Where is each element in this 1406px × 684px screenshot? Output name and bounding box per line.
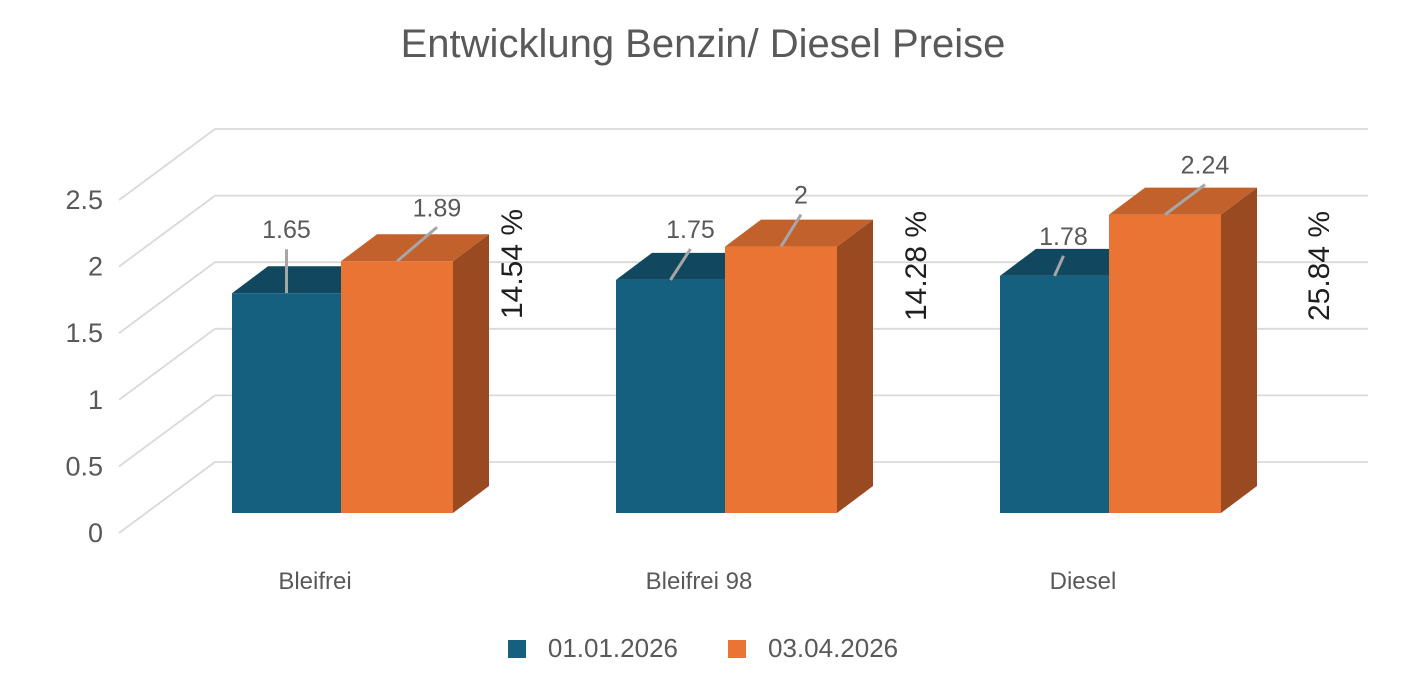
gridline <box>118 128 1368 201</box>
gridline <box>118 327 1368 401</box>
legend-item-series1[interactable]: 01.01.2026 <box>507 633 678 664</box>
leader-line <box>1053 255 1065 277</box>
bar-bleifrei-series2-front-face[interactable] <box>341 261 453 513</box>
bar-diesel-series2-side-face[interactable] <box>1221 187 1257 513</box>
leader-line <box>779 213 803 248</box>
data-label-series1: 1.78 <box>1039 223 1088 251</box>
chart-title: Entwicklung Benzin/ Diesel Preise <box>400 22 1006 66</box>
bar-bleifrei-98-series2-side-face[interactable] <box>837 219 873 513</box>
y-axis-tick-label: 2 <box>88 252 103 282</box>
legend-label-series2: 03.04.2026 <box>768 633 899 663</box>
leader-line <box>396 226 438 263</box>
percent-change-label: 14.28 % <box>900 211 933 321</box>
data-label-series2: 1.89 <box>413 194 462 222</box>
x-axis-category-label: Bleifrei 98 <box>646 568 753 595</box>
data-label-series2: 2 <box>794 182 808 210</box>
percent-change-label: 25.84 % <box>1303 211 1336 321</box>
data-label-series1: 1.75 <box>666 216 715 244</box>
bar-bleifrei-series2-side-face[interactable] <box>453 234 489 513</box>
legend: 01.01.2026 03.04.2026 <box>0 633 1406 664</box>
x-axis-category-label: Bleifrei <box>278 568 351 595</box>
y-axis-tick-label: 2.5 <box>65 185 103 215</box>
y-axis-tick-label: 0 <box>88 518 103 548</box>
data-label-series2: 2.24 <box>1181 152 1230 180</box>
bar-bleifrei-98-series1-top-face[interactable] <box>616 252 761 280</box>
legend-item-series2[interactable]: 03.04.2026 <box>728 633 898 664</box>
bar-bleifrei-98-series2-front-face[interactable] <box>725 246 837 513</box>
gridline <box>118 461 1368 534</box>
data-label-series1: 1.65 <box>262 216 311 244</box>
bar-bleifrei-98-series1-front-face[interactable] <box>616 279 725 513</box>
percent-change-label: 14.54 % <box>496 209 529 319</box>
x-axis-category-label: Diesel <box>1050 568 1117 595</box>
y-axis-tick-label: 1.5 <box>65 318 103 348</box>
gridline <box>118 261 1368 334</box>
bar-bleifrei-98-series2-top-face[interactable] <box>725 219 873 247</box>
bar-bleifrei-series1-front-face[interactable] <box>232 293 341 513</box>
bar-diesel-series1-front-face[interactable] <box>1000 275 1109 513</box>
y-axis-tick-label: 0.5 <box>65 451 103 481</box>
legend-label-series1: 01.01.2026 <box>547 633 678 663</box>
bar-bleifrei-series1-top-face[interactable] <box>232 266 377 294</box>
legend-swatch-series2 <box>728 639 746 658</box>
bar-diesel-series2-front-face[interactable] <box>1109 214 1221 513</box>
bar-diesel-series1-top-face[interactable] <box>1000 248 1145 276</box>
leader-line <box>669 248 692 281</box>
legend-swatch-series1 <box>507 639 526 658</box>
gridline <box>118 394 1368 468</box>
y-axis-tick-label: 1 <box>88 385 103 415</box>
leader-line <box>1164 183 1206 216</box>
gridline <box>118 194 1368 268</box>
